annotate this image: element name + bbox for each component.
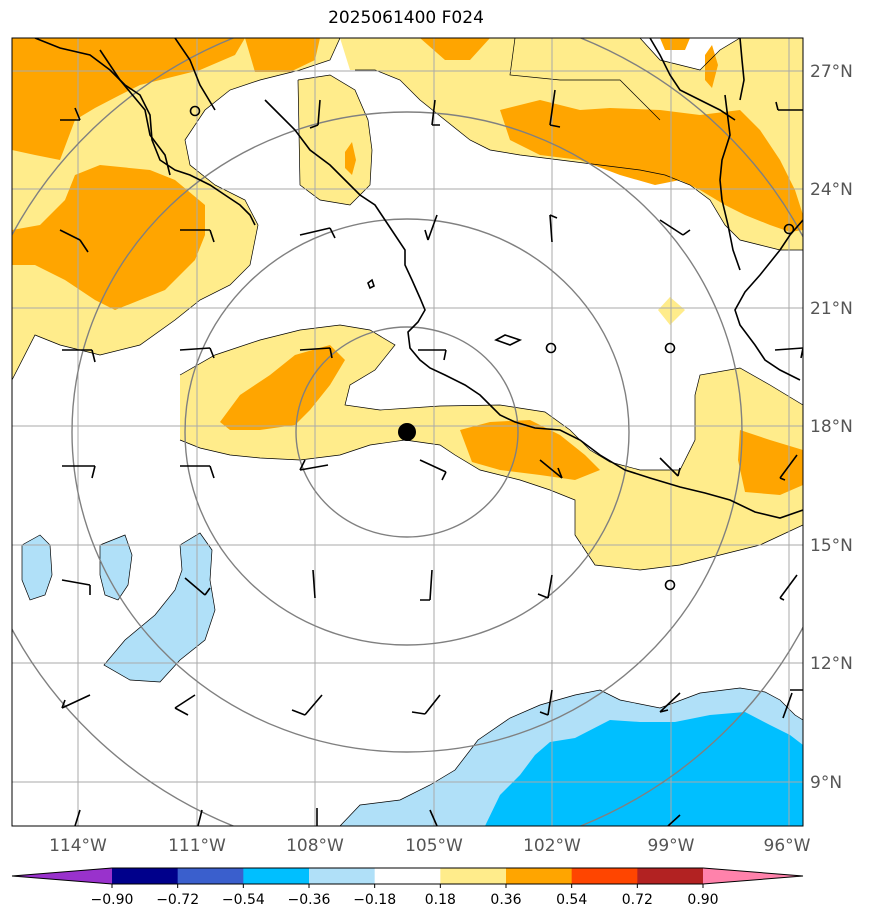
colorbar-tick-label: 0.90 bbox=[687, 892, 718, 908]
colorbar-segment bbox=[637, 868, 704, 884]
colorbar-tick-label: −0.90 bbox=[91, 892, 134, 908]
map-frame bbox=[11, 37, 804, 827]
colorbar-segment bbox=[571, 868, 638, 884]
lat-label: 21°N bbox=[810, 299, 853, 319]
colorbar-tick-label: −0.54 bbox=[222, 892, 265, 908]
lat-label: 15°N bbox=[810, 536, 853, 556]
anomaly-contours bbox=[12, 38, 803, 826]
colorbar-segment bbox=[506, 868, 573, 884]
colorbar: −0.90 −0.72 −0.54 −0.36 −0.18 0.18 0.36 0.54 0.7… bbox=[11, 867, 804, 908]
colorbar-segment bbox=[309, 868, 376, 884]
colorbar-extend-min bbox=[12, 868, 112, 884]
coastlines bbox=[34, 38, 803, 519]
lon-label: 99°W bbox=[648, 836, 695, 856]
colorbar-tick-label: 0.72 bbox=[622, 892, 653, 908]
map-title: 2025061400 F024 bbox=[328, 8, 484, 28]
lon-label: 96°W bbox=[764, 836, 811, 856]
lat-label: 12°N bbox=[810, 654, 853, 674]
lat-label: 18°N bbox=[810, 417, 853, 437]
colorbar-tick-label: −0.18 bbox=[353, 892, 396, 908]
lon-label: 114°W bbox=[49, 836, 107, 856]
colorbar-tick-label: 0.36 bbox=[490, 892, 521, 908]
longitude-labels: 114°W 111°W 108°W 105°W 102°W 99°W 96°W bbox=[49, 836, 811, 856]
lat-label: 27°N bbox=[810, 62, 853, 82]
colorbar-segment bbox=[112, 868, 179, 884]
colorbar-tick-label: 0.18 bbox=[425, 892, 456, 908]
colorbar-segment bbox=[177, 868, 244, 884]
lon-label: 108°W bbox=[286, 836, 344, 856]
colorbar-extend-max bbox=[703, 868, 803, 884]
lat-label: 24°N bbox=[810, 180, 853, 200]
colorbar-tick-label: −0.72 bbox=[156, 892, 199, 908]
colorbar-segment bbox=[243, 868, 310, 884]
positive-anomaly-orange-fills bbox=[12, 38, 803, 495]
calm-wind-circles bbox=[189, 105, 795, 591]
lat-label: 9°N bbox=[810, 773, 842, 793]
lon-label: 105°W bbox=[405, 836, 463, 856]
storm-center-marker bbox=[398, 423, 416, 441]
colorbar-segment bbox=[374, 868, 441, 884]
wind-barbs bbox=[59, 89, 803, 826]
lon-label: 111°W bbox=[168, 836, 226, 856]
colorbar-tick-label: 0.54 bbox=[556, 892, 587, 908]
map-area bbox=[12, 38, 803, 826]
colorbar-segment bbox=[440, 868, 507, 884]
negative-anomaly-blue-fills bbox=[485, 712, 803, 826]
colorbar-tick-label: −0.36 bbox=[288, 892, 331, 908]
lon-label: 102°W bbox=[523, 836, 581, 856]
range-rings bbox=[12, 38, 803, 826]
latitude-labels: 27°N 24°N 21°N 18°N 15°N 12°N 9°N bbox=[810, 62, 853, 793]
